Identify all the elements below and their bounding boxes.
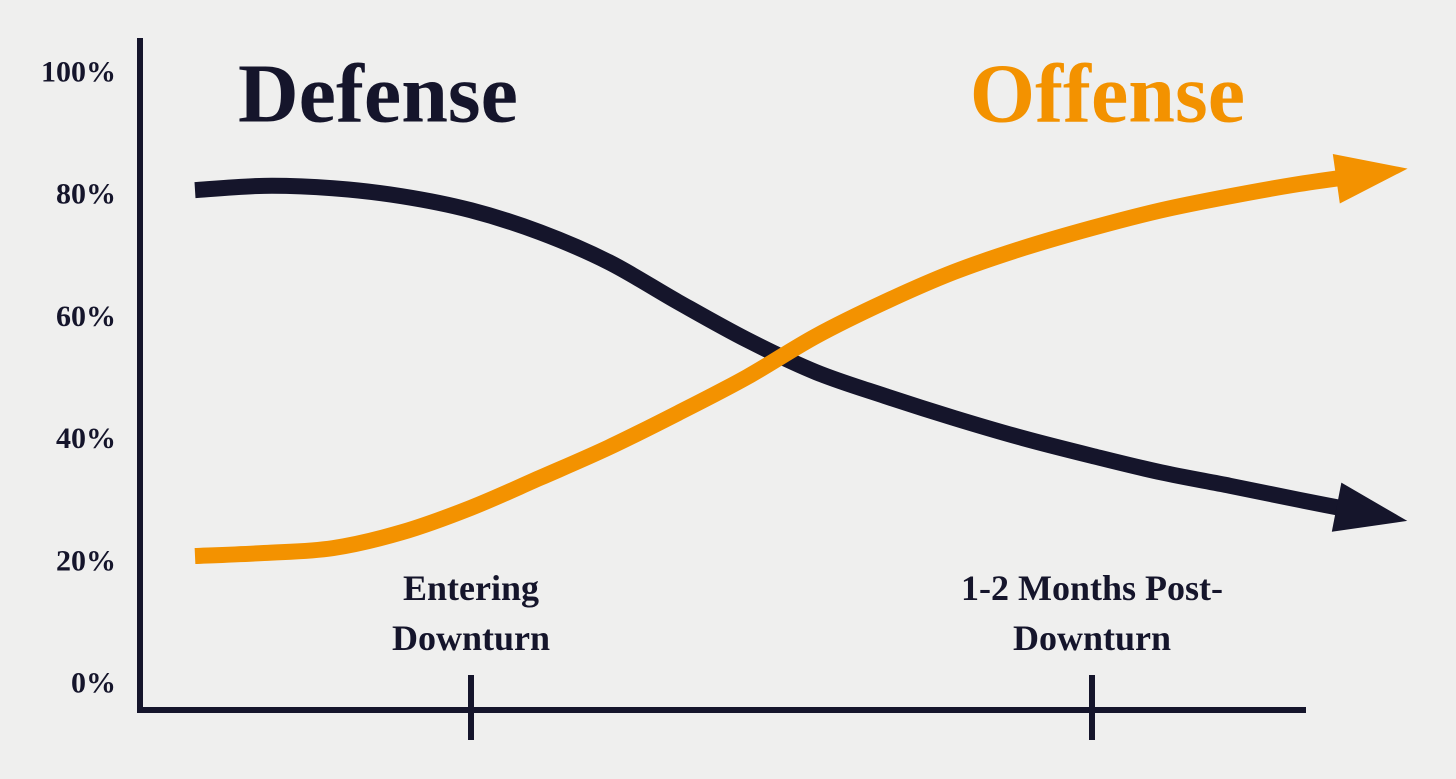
x-tick-label: Entering Downturn (391, 568, 551, 658)
y-tick-label: 80% (56, 178, 116, 211)
y-tick-label: 100% (41, 56, 116, 89)
arrowhead (1332, 153, 1408, 204)
series-label: Defense (238, 47, 518, 140)
y-tick-label: 60% (56, 300, 116, 333)
series-label: Offense (970, 47, 1245, 140)
series-line (194, 166, 1370, 565)
y-tick-label: 20% (56, 544, 116, 577)
y-tick-label: 40% (56, 422, 116, 455)
y-tick-label: 0% (71, 666, 116, 699)
arrowhead (1331, 482, 1408, 532)
x-tick-label: 1-2 Months Post-Downturn (961, 568, 1223, 658)
